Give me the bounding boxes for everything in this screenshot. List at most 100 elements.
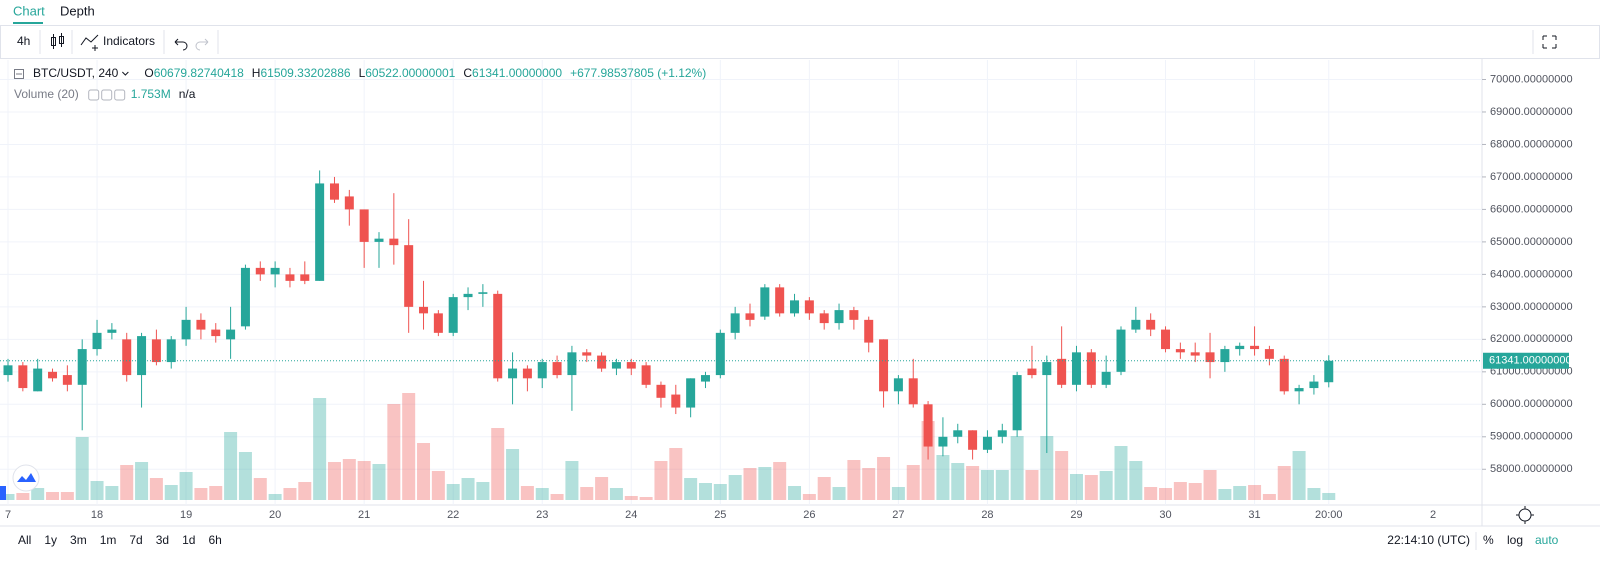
candle-body bbox=[18, 365, 28, 389]
candle-body bbox=[686, 378, 696, 408]
y-tick-label: 60000.00000000 bbox=[1490, 398, 1573, 410]
symbol-caret[interactable] bbox=[122, 71, 129, 76]
volume-bar bbox=[520, 486, 534, 500]
volume-bar bbox=[1084, 475, 1098, 500]
volume-bar bbox=[135, 462, 149, 500]
candle-body bbox=[226, 329, 236, 340]
volume-bar bbox=[120, 465, 134, 500]
candle-body bbox=[611, 362, 621, 369]
candle-body bbox=[1161, 329, 1171, 350]
candle-body bbox=[240, 267, 250, 327]
range-button[interactable]: 7d bbox=[129, 533, 142, 547]
volume-bar bbox=[1055, 451, 1069, 500]
toolbar bbox=[0, 25, 1600, 59]
tab-underline bbox=[13, 22, 43, 24]
x-tick-label: 31 bbox=[1248, 509, 1260, 521]
volume-bar bbox=[862, 468, 876, 500]
range-button[interactable]: All bbox=[18, 533, 31, 547]
volume-bar bbox=[684, 478, 698, 500]
candle-body bbox=[1071, 352, 1081, 385]
volume-bar bbox=[417, 443, 431, 500]
volume-bar bbox=[461, 478, 475, 500]
candle-body bbox=[1101, 371, 1111, 385]
volume-bar bbox=[817, 477, 831, 500]
volume-bar bbox=[506, 449, 520, 500]
volume-bar bbox=[1173, 482, 1187, 500]
candle-body bbox=[166, 339, 176, 363]
range-button[interactable]: 1d bbox=[182, 533, 195, 547]
volume-bar bbox=[713, 484, 727, 500]
candle-body bbox=[626, 362, 636, 369]
redo-button[interactable] bbox=[195, 38, 209, 51]
scale-button[interactable]: % bbox=[1483, 533, 1494, 547]
candle-body bbox=[181, 319, 191, 340]
candle-body bbox=[1027, 368, 1037, 376]
study-control[interactable] bbox=[101, 89, 113, 101]
indicators-icon[interactable] bbox=[80, 34, 99, 51]
candle-body bbox=[893, 378, 903, 392]
symbol-label: BTC/USDT, 240 bbox=[33, 66, 119, 80]
volume-bar bbox=[980, 470, 994, 500]
candle-body bbox=[1235, 345, 1245, 350]
volume-bar bbox=[313, 398, 327, 500]
range-button[interactable]: 6h bbox=[208, 533, 221, 547]
tab-depth[interactable]: Depth bbox=[60, 3, 95, 18]
volume-bar bbox=[743, 468, 757, 500]
candle-body bbox=[982, 436, 992, 450]
tab-chart[interactable]: Chart bbox=[13, 3, 45, 18]
candle-body bbox=[671, 394, 681, 408]
candle-body bbox=[1146, 319, 1156, 330]
range-button[interactable]: 1m bbox=[100, 533, 117, 547]
y-tick-label: 67000.00000000 bbox=[1490, 171, 1573, 183]
volume-bar bbox=[1233, 486, 1247, 500]
candle-body bbox=[404, 245, 414, 307]
settings-button[interactable] bbox=[1516, 506, 1534, 524]
range-button[interactable]: 3d bbox=[156, 533, 169, 547]
volume-bar bbox=[60, 492, 74, 500]
candle-body bbox=[582, 352, 592, 356]
change-value: +677.98537805 (+1.12%) bbox=[570, 66, 706, 80]
candle-body bbox=[1309, 381, 1319, 389]
volume-bar bbox=[1010, 436, 1024, 500]
volume-bar bbox=[446, 484, 460, 500]
volume-bar bbox=[342, 459, 356, 500]
x-tick-label: 22 bbox=[447, 509, 459, 521]
x-tick-label: 24 bbox=[625, 509, 637, 521]
volume-bar bbox=[832, 487, 846, 500]
candle-body bbox=[3, 365, 13, 376]
undo-button[interactable] bbox=[174, 38, 188, 51]
candle-body bbox=[730, 313, 740, 333]
candle-body bbox=[151, 339, 161, 363]
candle-body bbox=[552, 362, 562, 376]
candle-body bbox=[1057, 358, 1067, 385]
candle-body bbox=[508, 368, 518, 379]
candle-body bbox=[1220, 349, 1230, 363]
volume-bar bbox=[906, 465, 920, 500]
volume-bar bbox=[966, 466, 980, 500]
candle-body bbox=[122, 339, 132, 376]
scale-button[interactable]: log bbox=[1507, 533, 1523, 547]
y-tick-label: 69000.00000000 bbox=[1490, 106, 1573, 118]
study-control[interactable] bbox=[114, 89, 126, 101]
volume-bar bbox=[565, 461, 579, 500]
indicators-button[interactable]: Indicators bbox=[103, 34, 155, 48]
scroll-handle[interactable] bbox=[0, 486, 6, 500]
candle-type-icon[interactable] bbox=[51, 33, 64, 49]
scale-button[interactable]: auto bbox=[1535, 533, 1559, 547]
range-button[interactable]: 1y bbox=[44, 533, 57, 547]
volume-value: 1.753M bbox=[131, 87, 171, 101]
time-tick-label: 2 bbox=[1430, 509, 1436, 521]
collapse-legend[interactable] bbox=[14, 69, 24, 79]
candle-body bbox=[745, 313, 755, 320]
study-control[interactable] bbox=[88, 89, 100, 101]
fullscreen-button[interactable] bbox=[1542, 35, 1557, 49]
interval-button[interactable]: 4h bbox=[17, 34, 30, 48]
candle-body bbox=[1190, 352, 1200, 356]
low-value: 60522.00000001 bbox=[365, 66, 455, 80]
range-button[interactable]: 3m bbox=[70, 533, 87, 547]
volume-bar bbox=[936, 455, 950, 500]
volume-bar bbox=[1203, 470, 1217, 500]
candle-body bbox=[270, 267, 280, 275]
volume-bar bbox=[268, 494, 282, 500]
volume-bar bbox=[802, 494, 816, 500]
